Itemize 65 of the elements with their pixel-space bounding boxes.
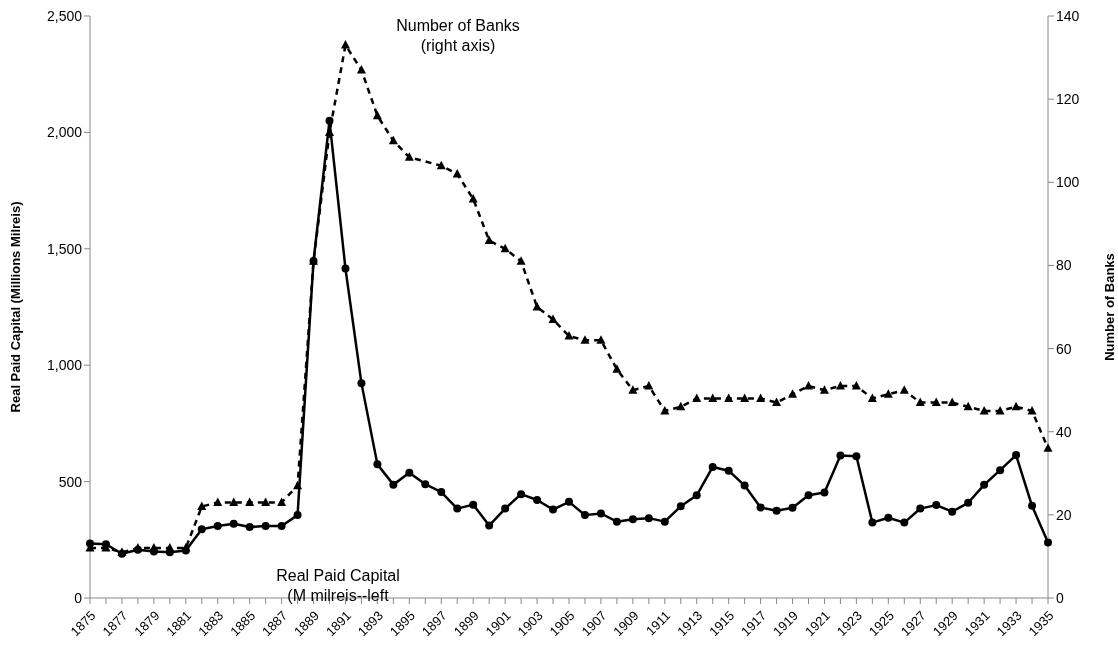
y2-axis-title: Number of Banks [1101, 253, 1117, 361]
point [372, 110, 382, 120]
point [580, 335, 590, 344]
y-tick-label: 500 [58, 473, 83, 490]
point [277, 497, 287, 506]
point [899, 385, 909, 394]
y-tick-label: 1,000 [46, 357, 83, 374]
point [628, 385, 638, 394]
point [197, 501, 207, 511]
point [356, 65, 366, 74]
point [660, 405, 670, 415]
point [1011, 401, 1021, 411]
point [947, 397, 957, 407]
y-tick-label: 2,000 [46, 124, 83, 141]
point [293, 480, 303, 490]
y-axis-title: Real Paid Capital (Millions Milreis) [7, 201, 23, 413]
point [915, 397, 925, 407]
point [500, 243, 510, 253]
point [819, 385, 829, 394]
point [1043, 443, 1053, 452]
point [532, 302, 542, 311]
y2-tick-label: 120 [1056, 91, 1080, 108]
point [708, 393, 718, 402]
point [436, 160, 446, 170]
point [261, 497, 271, 506]
point [963, 401, 973, 411]
point [165, 543, 175, 552]
point [404, 152, 414, 161]
point [340, 40, 350, 49]
point [756, 393, 766, 402]
y-tick-label: 2,500 [46, 7, 83, 24]
annotation: Number of Banks (right axis) [395, 16, 521, 56]
y2-tick-label: 100 [1056, 174, 1080, 191]
y-tick-label: 0 [74, 589, 83, 606]
point [452, 168, 462, 178]
point [468, 193, 478, 203]
point [931, 397, 941, 407]
point [867, 393, 877, 402]
y2-tick-label: 0 [1056, 589, 1064, 606]
point [692, 393, 702, 402]
point [740, 393, 750, 402]
point [612, 364, 622, 373]
point [229, 497, 239, 506]
y2-tick-label: 60 [1056, 340, 1072, 357]
point [548, 314, 558, 323]
point [245, 497, 255, 506]
point [213, 497, 223, 506]
y2-tick-label: 20 [1056, 506, 1072, 523]
point [484, 235, 494, 244]
point [676, 401, 686, 411]
y2-tick-label: 140 [1056, 7, 1080, 24]
y2-tick-label: 40 [1056, 423, 1072, 440]
point [883, 389, 893, 398]
point [772, 397, 782, 407]
point [788, 389, 798, 398]
y-tick-label: 1,500 [46, 240, 83, 257]
point [644, 380, 654, 390]
point [516, 256, 526, 265]
point [388, 135, 398, 145]
point [149, 543, 159, 552]
y2-tick-label: 80 [1056, 257, 1072, 274]
point [724, 393, 734, 402]
point [564, 331, 574, 340]
annotation: Real Paid Capital (M milreis--left [275, 566, 401, 606]
point [596, 335, 606, 344]
